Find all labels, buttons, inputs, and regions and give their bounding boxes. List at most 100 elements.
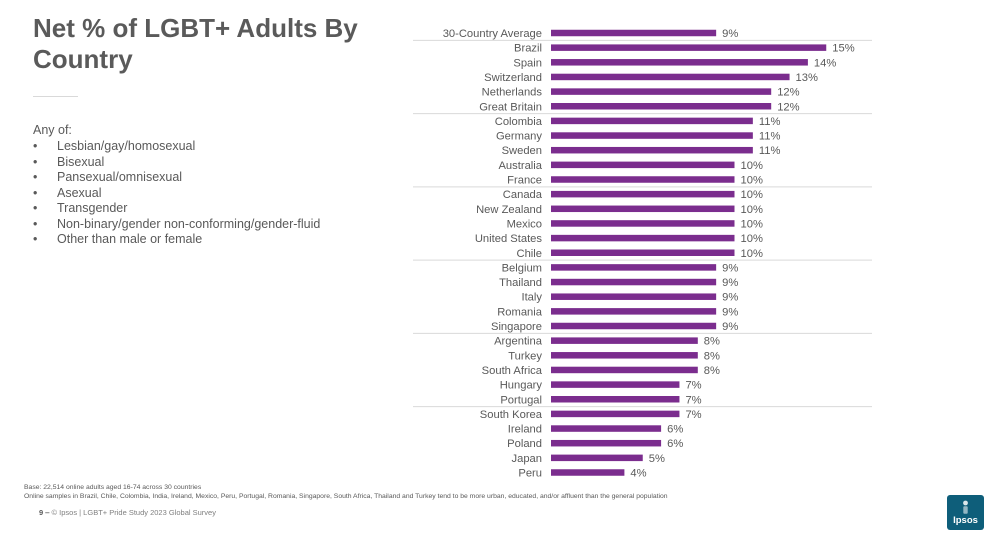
category-label: Great Britain <box>479 101 542 113</box>
definition-item-label: Pansexual/omnisexual <box>57 170 183 184</box>
category-label: 30-Country Average <box>443 28 542 40</box>
value-label: 5% <box>649 453 665 465</box>
bar-south-africa <box>551 366 698 374</box>
logo-text: Ipsos <box>953 515 978 526</box>
category-label: Singapore <box>491 321 542 333</box>
definition-intro: Any of: <box>33 123 72 137</box>
definition-list: • Lesbian/gay/homosexual • Bisexual • Panse… <box>33 139 320 248</box>
page-title: Net % of LGBT+ Adults By Country <box>33 13 358 74</box>
bullet-icon: • <box>33 201 38 215</box>
bar-turkey <box>551 352 698 359</box>
definition-item-label: Asexual <box>57 185 102 200</box>
bar-poland <box>551 439 662 447</box>
bullet-icon: • <box>33 185 38 200</box>
bar-portugal <box>551 396 680 403</box>
samples-note-line: Online samples in Brazil, Chile, Colombi… <box>24 493 668 500</box>
definition-item: • Bisexual <box>33 155 320 171</box>
category-label: Switzerland <box>484 72 542 84</box>
category-label: Belgium <box>502 262 542 274</box>
bar-hungary <box>551 381 680 388</box>
bullet-icon: • <box>33 154 38 169</box>
bar-spain <box>551 59 808 66</box>
category-label: Argentina <box>494 336 543 348</box>
bullet-icon: • <box>33 170 38 184</box>
definition-item-label: Transgender <box>57 201 128 215</box>
bar-belgium <box>551 264 717 271</box>
category-label: Thailand <box>499 277 542 289</box>
category-label: Peru <box>518 468 542 480</box>
category-label: Japan <box>512 453 542 465</box>
definition-item: • Non-binary/gender non-conforming/gender… <box>33 217 320 233</box>
category-label: Chile <box>517 248 543 260</box>
category-label: Turkey <box>508 350 542 362</box>
category-label: South Korea <box>480 409 543 421</box>
value-label: 9% <box>722 306 738 318</box>
category-label: Brazil <box>514 43 542 55</box>
definition-item-label: Other than male or female <box>57 232 203 246</box>
definition-item-label: Non-binary/gender non-conforming/gender-… <box>57 216 321 231</box>
bar-singapore <box>551 322 717 330</box>
definition-item-label: Lesbian/gay/homosexual <box>57 139 196 153</box>
page-number: 9 ‒ <box>39 508 50 517</box>
value-label: 9% <box>722 262 738 274</box>
definition-item: • Pansexual/omnisexual <box>33 170 320 186</box>
value-label: 15% <box>832 43 854 55</box>
value-label: 7% <box>685 409 701 421</box>
bar-italy <box>551 293 717 300</box>
value-label: 12% <box>777 87 799 99</box>
footer-source: © Ipsos | LGBT+ Pride Study 2023 Global … <box>51 508 216 517</box>
definition-item: • Transgender <box>33 201 320 217</box>
value-label: 12% <box>777 101 799 113</box>
bar-new-zealand <box>551 205 735 213</box>
value-label: 8% <box>704 336 720 348</box>
bar-netherlands <box>551 88 772 95</box>
value-label: 10% <box>741 175 763 187</box>
category-label: Spain <box>513 57 542 69</box>
category-label: Ireland <box>508 424 542 436</box>
bar-united-states <box>551 234 735 242</box>
category-label: France <box>507 175 542 187</box>
category-label: Mexico <box>507 218 542 230</box>
value-label: 9% <box>722 321 738 333</box>
footer: 9 ‒ © Ipsos | LGBT+ Pride Study 2023 Glo… <box>39 508 216 517</box>
bar-brazil <box>551 44 827 51</box>
category-label: Italy <box>521 292 542 304</box>
value-label: 10% <box>741 233 763 245</box>
bar-chile <box>551 249 735 256</box>
category-label: Portugal <box>500 394 542 406</box>
bar-romania <box>551 308 717 315</box>
value-label: 10% <box>741 189 763 201</box>
value-label: 9% <box>722 292 738 304</box>
value-label: 10% <box>741 218 763 230</box>
value-label: 14% <box>814 57 836 69</box>
value-label: 7% <box>685 380 701 392</box>
value-label: 11% <box>759 145 781 157</box>
value-label: 9% <box>722 28 738 40</box>
value-label: 7% <box>685 394 701 406</box>
category-label: New Zealand <box>476 204 542 216</box>
value-label: 6% <box>667 438 683 450</box>
definition-item: • Lesbian/gay/homosexual <box>33 139 320 155</box>
definition-item: • Asexual <box>33 186 320 202</box>
value-label: 6% <box>667 424 683 436</box>
bar-thailand <box>551 278 717 286</box>
bar-australia <box>551 161 735 169</box>
bar-mexico <box>551 220 735 227</box>
base-note: Base: 22,514 online adults aged 16-74 ac… <box>24 483 668 501</box>
bar-canada <box>551 190 735 198</box>
value-label: 13% <box>796 72 818 84</box>
bar-germany <box>551 132 753 139</box>
definition-item: • Other than male or female <box>33 232 320 248</box>
category-label: Poland <box>507 438 542 450</box>
category-label: Canada <box>503 189 543 201</box>
category-label: Romania <box>497 306 543 318</box>
category-label: Netherlands <box>482 87 543 99</box>
bar-colombia <box>551 117 753 125</box>
bar-great-britain <box>551 103 772 110</box>
bullet-icon: • <box>33 216 38 231</box>
value-label: 9% <box>722 277 738 289</box>
bar-ireland <box>551 425 662 432</box>
logo-mark-icon <box>963 500 968 514</box>
bar-south-korea <box>551 410 680 418</box>
